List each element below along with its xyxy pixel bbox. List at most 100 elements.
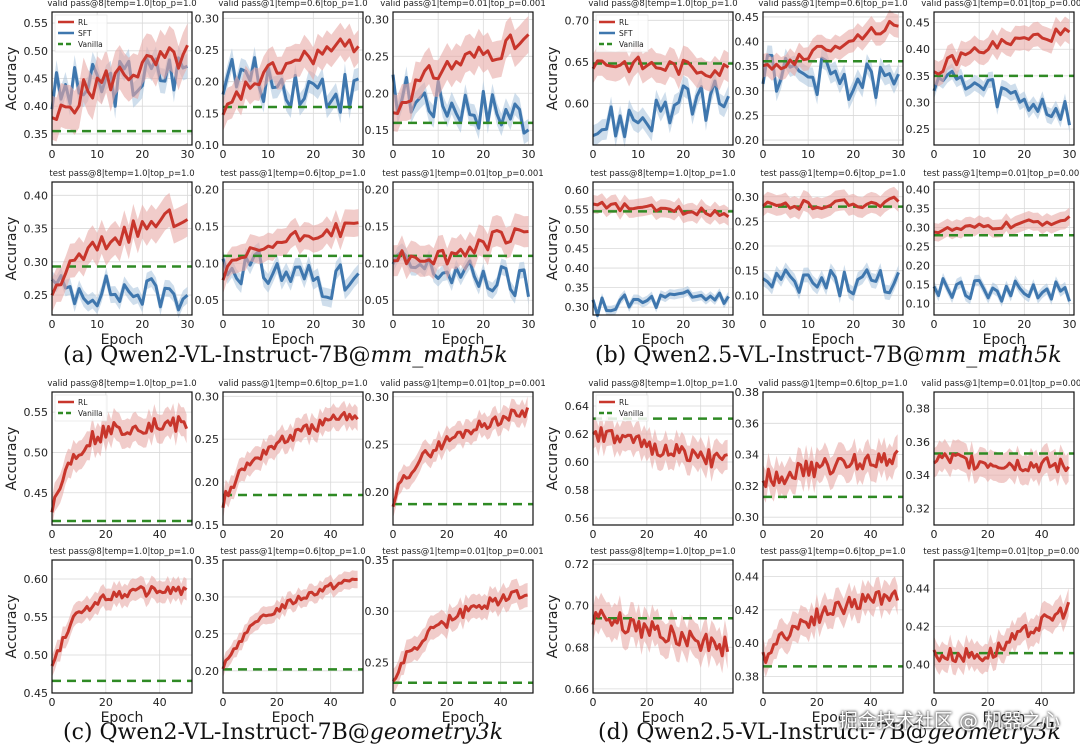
x-tick-label: 40 [864,528,878,541]
y-tick-label: 0.40 [735,36,760,49]
axes-frame [51,11,193,146]
x-tick-label: 30 [891,318,905,331]
rl-line [591,608,730,658]
subplot-title: valid pass@8|temp=1.0|top_p=1.0 [588,379,737,389]
x-tick-label: 20 [306,318,320,331]
x-tick-label: 30 [1062,148,1076,161]
y-tick-label: 0.30 [735,85,760,98]
x-tick-label: 10 [261,318,275,331]
x-tick-label: 40 [153,696,167,709]
x-tick-label: 30 [1062,318,1076,331]
x-tick-label: 20 [476,318,490,331]
caption-b: (b) Qwen2.5-VL-Instruct-7B@mm_math5k [595,343,1062,368]
x-tick-label: 10 [90,318,104,331]
legend: RL SFT Vanilla [595,14,649,53]
x-tick-label: 20 [440,696,454,709]
y-tick-label: 0.10 [735,289,760,302]
rl-line [391,407,530,508]
y-tick-label: 0.56 [565,512,590,525]
x-axis-label: Epoch [101,710,144,726]
x-tick-label: 0 [931,528,938,541]
y-tick-label: 0.30 [195,390,220,403]
x-tick-label: 30 [351,148,365,161]
legend-label-rl: RL [78,18,88,27]
rl-line [762,19,899,71]
y-tick-label: 0.35 [195,554,220,567]
y-tick-label: 0.45 [906,17,931,30]
rl-band [52,575,187,677]
subplot-title: test pass@8|temp=1.0|top_p=1.0 [49,547,194,557]
y-tick-label: 0.55 [565,203,590,216]
y-tick-label: 0.15 [195,519,220,532]
y-tick-label: 0.15 [365,220,390,233]
x-tick-label: 40 [694,528,708,541]
y-tick-label: 0.44 [735,571,760,584]
legend-label-rl: RL [619,398,629,407]
x-tick-label: 0 [220,696,227,709]
x-tick-label: 40 [494,696,508,709]
axes-frame [392,391,534,526]
y-tick-label: 0.45 [24,687,49,700]
subplot-b-1: 0 10 20 30 0.60 0.65 0.70 valid pass@8|temp=1.0… [545,0,738,161]
subplot-c-1: 0 20 40 0.45 0.50 0.55 valid pass@8|temp=1.0|t… [4,379,197,541]
sft-line [932,277,1071,303]
y-tick-label: 0.25 [195,628,220,641]
caption-a: (a) Qwen2-VL-Instruct-7B@mm_math5k [63,343,508,368]
y-tick-label: 0.45 [24,487,49,500]
y-tick-label: 0.10 [195,257,220,270]
x-tick-label: 20 [1017,318,1031,331]
y-tick-label: 0.55 [24,406,49,419]
y-axis-label: Accuracy [545,427,561,491]
watermark: 掘金技术社区 @ 机器之心 [838,710,1060,732]
y-tick-label: 0.34 [735,449,760,462]
axes-frame [222,559,364,694]
x-tick-label: 0 [49,318,56,331]
y-axis-label: Accuracy [4,427,20,491]
subplot-d-6: 0 20 40 0.40 0.42 0.44 test pass@1|temp=0.01|t… [906,547,1080,726]
y-tick-label: 0.60 [565,184,590,197]
x-tick-label: 30 [180,318,194,331]
subplot-title: valid pass@8|temp=1.0|top_p=1.0 [588,0,737,9]
legend-label-rl: RL [619,18,629,27]
y-tick-label: 0.30 [195,12,220,25]
y-tick-label: 0.50 [24,45,49,58]
y-tick-label: 0.20 [195,665,220,678]
axes-frame [51,181,193,316]
y-axis-label: Accuracy [545,217,561,281]
x-tick-label: 0 [390,148,397,161]
x-tick-label: 10 [972,318,986,331]
y-axis-label: Accuracy [545,47,561,111]
y-tick-label: 0.20 [735,134,760,147]
y-tick-label: 0.40 [906,43,931,56]
x-tick-label: 10 [431,318,445,331]
axes-frame [762,391,904,526]
y-tick-label: 0.38 [735,670,760,683]
y-tick-label: 0.60 [24,573,49,586]
y-tick-label: 0.25 [24,289,49,302]
y-tick-label: 0.65 [565,56,590,69]
x-tick-label: 30 [891,148,905,161]
x-tick-label: 20 [640,528,654,541]
subplot-title: test pass@1|temp=0.6|top_p=1.0 [220,547,365,557]
x-tick-label: 0 [760,528,767,541]
y-tick-label: 0.60 [565,456,590,469]
y-tick-label: 0.42 [735,604,760,617]
axes-frame [51,559,193,694]
subplot-a-3: 0 10 20 30 0.15 0.20 0.25 0.30 valid pass@1|temp… [365,0,546,161]
y-tick-label: 0.30 [906,96,931,109]
y-tick-label: 0.25 [365,50,390,63]
x-tick-label: 20 [270,696,284,709]
legend: RL SFT Vanilla [54,14,108,53]
subplot-b-6: 0 10 20 30 0.10 0.15 0.20 0.25 0.30 0.35 0.40 test … [906,169,1080,348]
y-tick-label: 0.68 [565,641,590,654]
sft-band [593,286,729,321]
x-tick-label: 20 [846,148,860,161]
rl-line [591,55,730,79]
x-tick-label: 20 [306,148,320,161]
subplot-d-1: 0 20 40 0.56 0.58 0.60 0.62 0.64 valid pass@8|te… [545,379,738,541]
rl-line [50,415,188,513]
x-axis-label: Epoch [442,710,485,726]
rl-band [223,400,358,520]
